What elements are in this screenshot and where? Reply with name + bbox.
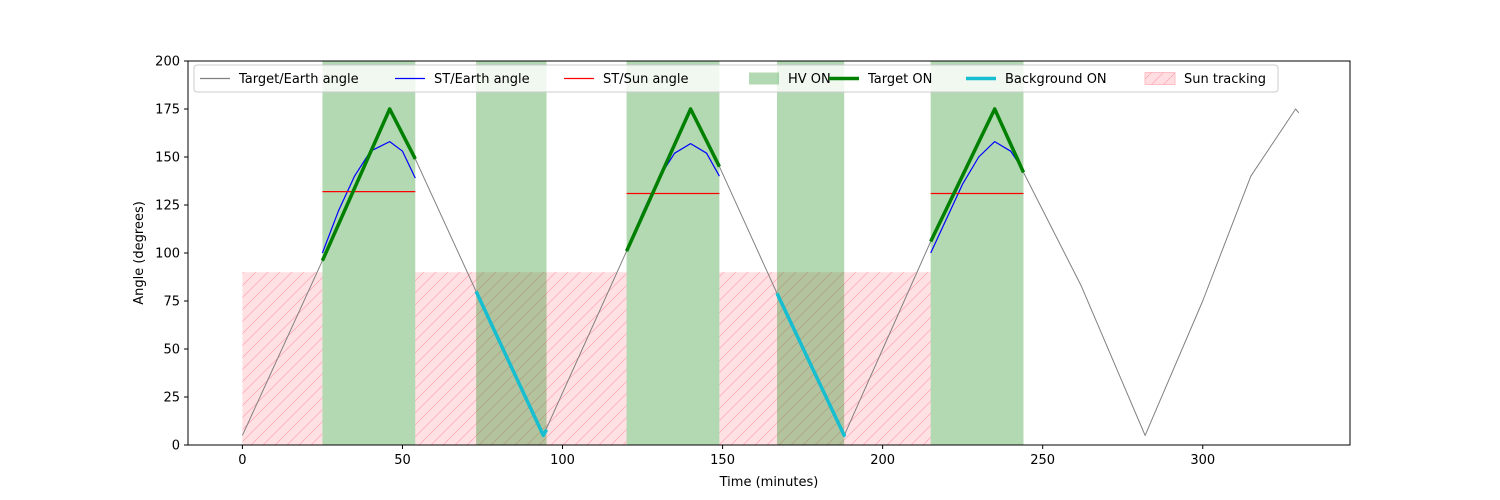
x-axis-label: Time (minutes) bbox=[719, 475, 819, 490]
y-axis-label: Angle (degrees) bbox=[132, 201, 147, 305]
x-axis: 0 50 100 150 200 250 300 bbox=[238, 445, 1215, 468]
legend-st-sun-angle-label: ST/Sun angle bbox=[603, 72, 689, 87]
legend-background-on-label: Background ON bbox=[1005, 72, 1107, 87]
x-tick-label: 250 bbox=[1030, 453, 1055, 468]
x-tick-label: 100 bbox=[550, 453, 575, 468]
background-on-line bbox=[474, 290, 549, 438]
y-tick-label: 100 bbox=[155, 247, 180, 262]
x-tick-label: 300 bbox=[1190, 453, 1215, 468]
hv-on-span bbox=[322, 61, 416, 445]
hv-on-span bbox=[777, 61, 845, 445]
legend-box bbox=[193, 64, 1279, 93]
hv-on-span bbox=[626, 61, 720, 445]
y-tick-label: 200 bbox=[155, 55, 180, 70]
spans-layer bbox=[242, 61, 1024, 445]
target-on-line bbox=[929, 107, 1026, 243]
x-tick-label: 50 bbox=[394, 453, 411, 468]
target-on-line bbox=[625, 107, 721, 252]
target-on-line bbox=[320, 107, 417, 262]
y-tick-label: 150 bbox=[155, 151, 180, 166]
y-axis: 0 25 50 75 100 125 150 175 200 bbox=[155, 55, 188, 454]
x-tick-label: 0 bbox=[238, 453, 246, 468]
y-tick-label: 125 bbox=[155, 199, 180, 214]
hv-on-span bbox=[930, 61, 1024, 445]
st-earth-angle-line bbox=[930, 141, 1024, 254]
y-tick-label: 50 bbox=[163, 343, 180, 358]
legend-hv-on-swatch bbox=[749, 72, 779, 85]
background-on-line bbox=[775, 292, 846, 438]
legend-sun-tracking-label: Sun tracking bbox=[1184, 72, 1266, 87]
legend-sun-tracking-hatch bbox=[1145, 72, 1175, 85]
y-tick-label: 25 bbox=[163, 391, 180, 406]
series-layer bbox=[241, 107, 1300, 438]
legend-st-earth-angle-label: ST/Earth angle bbox=[434, 72, 530, 87]
legend: Target/Earth angle ST/Earth angle ST/Sun a… bbox=[193, 64, 1279, 93]
legend-target-earth-angle-label: Target/Earth angle bbox=[238, 72, 359, 87]
legend-hv-on-label: HV ON bbox=[788, 72, 831, 87]
sun-tracking-hatch bbox=[415, 272, 627, 445]
sun-tracking-hatch bbox=[719, 272, 931, 445]
sun-tracking-hatch bbox=[242, 272, 323, 445]
legend-target-on-label: Target ON bbox=[867, 72, 932, 87]
hv-on-span bbox=[476, 61, 547, 445]
y-tick-label: 75 bbox=[163, 295, 180, 310]
x-tick-label: 150 bbox=[710, 453, 735, 468]
y-tick-label: 175 bbox=[155, 103, 180, 118]
y-tick-label: 0 bbox=[172, 439, 180, 454]
x-tick-label: 200 bbox=[870, 453, 895, 468]
